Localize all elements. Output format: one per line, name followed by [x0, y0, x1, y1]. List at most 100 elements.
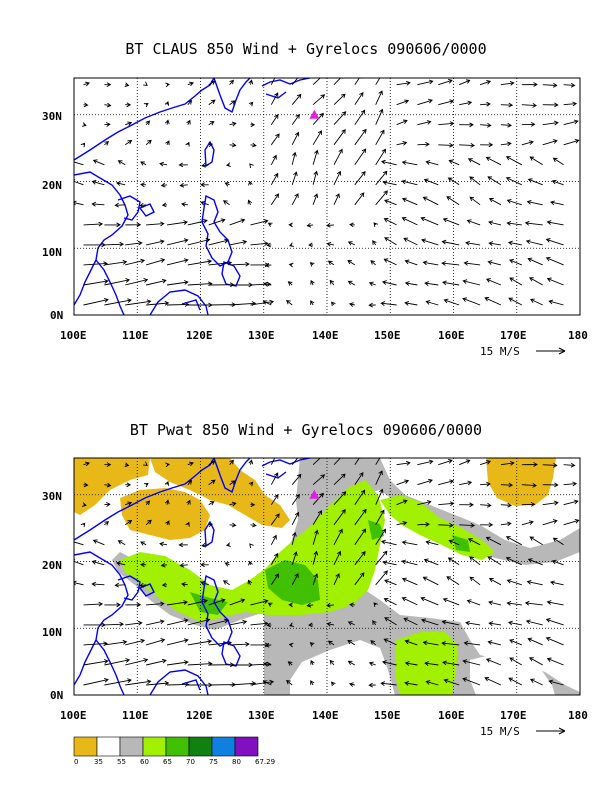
wind-arrow — [104, 241, 125, 247]
wind-arrow — [467, 158, 481, 166]
wind-arrow — [480, 142, 494, 148]
wind-arrow — [551, 559, 564, 566]
wind-arrow — [563, 119, 579, 126]
wind-arrow — [485, 156, 502, 166]
wind-arrow — [160, 182, 168, 188]
wind-arrow — [469, 556, 481, 566]
panel2-xtick: 110E — [122, 709, 149, 722]
wind-arrow — [309, 262, 315, 267]
wind-arrow — [187, 99, 193, 106]
coastline-sulawesi — [181, 299, 201, 311]
wind-arrow — [116, 561, 126, 566]
wind-arrow — [222, 580, 230, 586]
wind-arrow — [354, 528, 367, 546]
wind-arrow — [354, 471, 364, 485]
wind-arrow — [542, 519, 558, 526]
wind-arrow — [291, 511, 300, 526]
wind-arrow — [266, 242, 272, 248]
wind-arrow — [146, 239, 165, 246]
wind-arrow — [166, 238, 189, 246]
wind-arrow — [180, 582, 188, 587]
wind-arrow — [140, 562, 147, 568]
wind-arrow — [270, 92, 279, 105]
wind-arrow — [508, 297, 523, 306]
wind-arrow — [505, 176, 522, 186]
wind-arrow — [529, 156, 543, 166]
colorbar-swatch — [119, 736, 144, 757]
wind-arrow — [104, 678, 132, 686]
panel1-gridlines — [74, 78, 580, 315]
wind-arrow — [270, 133, 280, 146]
wind-arrow — [521, 520, 534, 526]
wind-arrow — [229, 239, 248, 246]
wind-arrow — [291, 93, 302, 105]
wind-arrow — [250, 679, 275, 686]
wind-arrow — [462, 297, 481, 306]
wind-arrow — [200, 581, 209, 586]
wind-arrow — [333, 491, 347, 506]
wind-arrow — [396, 80, 411, 86]
wind-arrow — [289, 242, 294, 247]
wind-arrow — [250, 299, 275, 306]
wind-arrow — [333, 573, 340, 585]
wind-arrow — [422, 576, 439, 586]
colorbar-swatch — [234, 736, 259, 757]
panel1-wind-ref-label: 15 M/S — [480, 345, 520, 358]
wind-arrow — [354, 78, 362, 85]
wind-arrow — [354, 489, 366, 505]
wind-arrow — [161, 582, 168, 588]
wind-arrow — [312, 130, 322, 146]
wind-arrow — [382, 280, 397, 286]
wind-arrow — [229, 142, 237, 148]
wind-arrow — [333, 170, 342, 185]
wind-arrow — [423, 178, 439, 186]
wind-arrow — [438, 78, 453, 86]
wind-arrow — [104, 82, 112, 87]
wind-arrow — [187, 479, 193, 486]
wind-arrow — [370, 260, 376, 266]
wind-arrow — [250, 142, 257, 148]
wind-arrow — [287, 661, 293, 666]
wind-arrow — [479, 80, 492, 86]
wind-arrow — [250, 621, 269, 626]
wind-arrow — [508, 620, 522, 626]
wind-arrow — [180, 202, 188, 207]
wind-arrow — [375, 470, 383, 485]
wind-arrow — [442, 660, 460, 666]
coastline-borneo — [149, 289, 209, 315]
wind-arrow — [333, 93, 346, 106]
wind-arrow — [83, 601, 104, 607]
wind-arrow — [250, 219, 269, 226]
wind-arrow — [459, 523, 476, 528]
wind-arrow — [208, 218, 226, 226]
panel1-xtick: 150E — [374, 329, 401, 342]
wind-arrow — [508, 677, 523, 686]
colorbar-swatch — [142, 736, 167, 757]
wind-arrow — [545, 256, 564, 266]
coastline-gulf — [117, 195, 141, 221]
panel1-xtick: 120E — [186, 329, 213, 342]
wind-arrow — [382, 560, 397, 566]
wind-arrow — [438, 99, 455, 106]
wind-arrow — [83, 221, 104, 227]
wind-arrow — [309, 642, 315, 647]
wind-arrow — [442, 280, 460, 286]
wind-arrow — [550, 580, 564, 586]
wind-arrow — [500, 521, 512, 527]
wind-arrow — [404, 281, 418, 286]
panel1-title: BT CLAUS 850 Wind + Gyrelocs 090606/0000 — [125, 40, 487, 58]
panel2-axis: 30N 20N 10N 0N 100E 110E 120E 130E 140E … — [42, 490, 588, 738]
wind-arrow — [487, 556, 502, 566]
wind-arrow — [438, 522, 454, 528]
wind-arrow — [306, 222, 314, 228]
wind-arrow — [83, 482, 89, 488]
wind-arrow — [368, 661, 376, 667]
wind-arrow — [327, 640, 335, 646]
wind-arrow — [166, 682, 190, 687]
wind-arrow — [289, 622, 294, 627]
wind-arrow — [459, 143, 476, 148]
coastline-japan — [261, 78, 311, 87]
wind-arrow — [521, 103, 537, 108]
colorbar-label: 70 — [186, 758, 195, 766]
wind-arrow — [83, 279, 109, 286]
